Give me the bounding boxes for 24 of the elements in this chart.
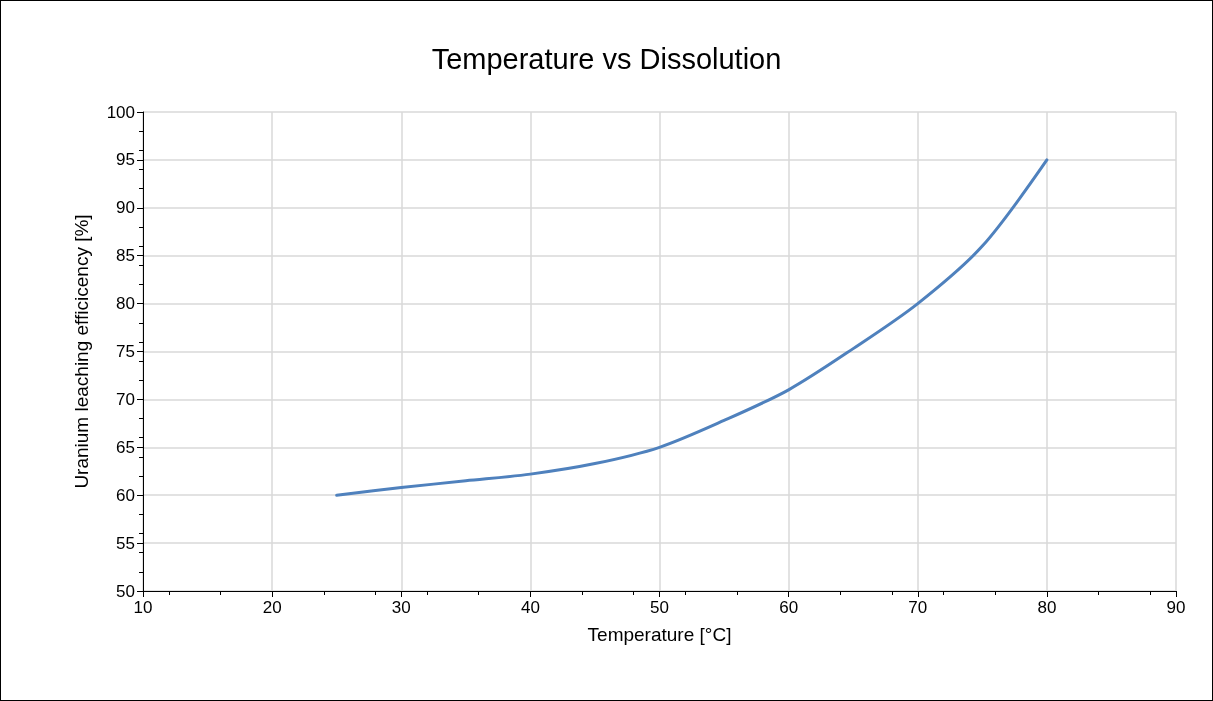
y-tick-label: 95: [116, 150, 135, 170]
x-tick-label: 10: [133, 598, 153, 617]
y-tick-label: 85: [116, 246, 135, 266]
y-tick-label: 75: [116, 342, 135, 361]
x-tick-label: 60: [779, 598, 799, 617]
y-tick-label: 80: [116, 294, 135, 314]
chart-title: Temperature vs Dissolution: [431, 42, 782, 75]
y-tick-label: 60: [116, 485, 135, 505]
y-tick-label: 55: [116, 533, 135, 553]
line-series: [335, 158, 1049, 497]
x-tick-label: 90: [1166, 598, 1186, 617]
y-tick-label: 65: [116, 437, 135, 457]
y-tick-label: 100: [106, 102, 135, 122]
x-tick-label: 20: [262, 598, 282, 617]
y-tick-label: 90: [116, 198, 135, 218]
y-tick-label: 50: [116, 581, 135, 601]
x-tick-label: 40: [520, 598, 540, 617]
x-tick-label: 30: [391, 598, 411, 617]
x-tick-label: 70: [908, 598, 928, 617]
x-tick-label: 80: [1037, 598, 1057, 617]
x-tick-label: 50: [650, 598, 669, 617]
x-axis-title: Temperature [°C]: [587, 624, 732, 645]
y-tick-label: 70: [116, 389, 135, 409]
y-axis-title: Uranium leaching efficicency [%]: [71, 214, 92, 489]
